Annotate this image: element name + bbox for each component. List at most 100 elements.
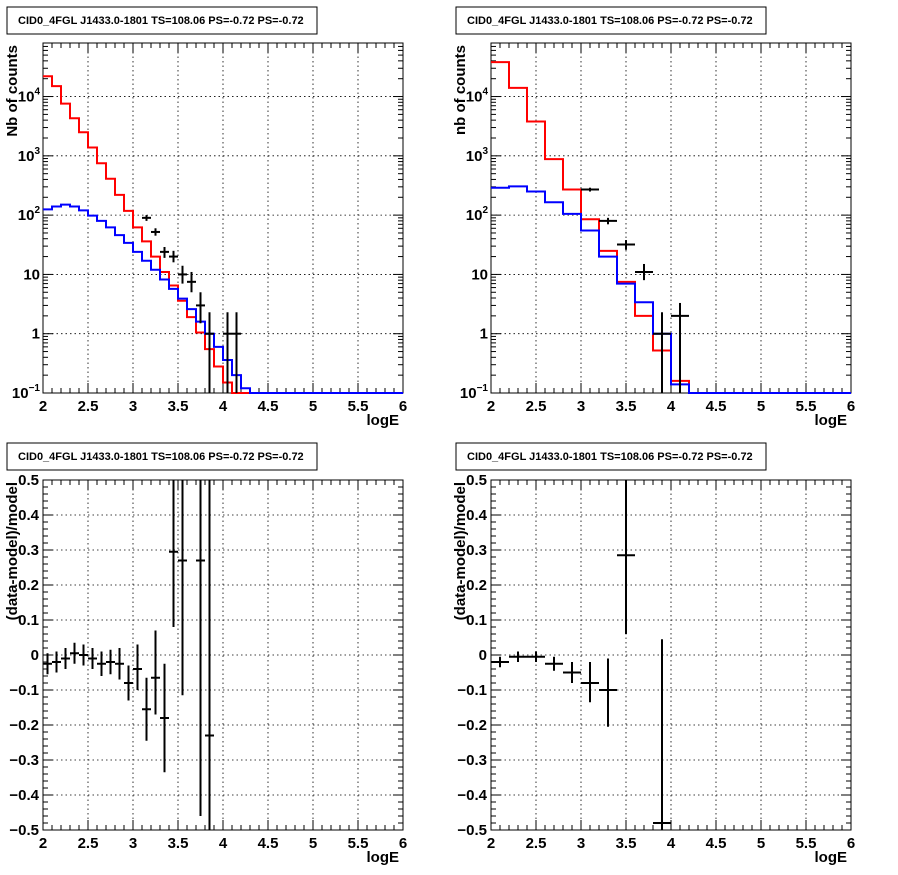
y-tick-label: −0.4 bbox=[457, 787, 487, 804]
residual-point bbox=[491, 656, 509, 668]
data-point bbox=[599, 217, 617, 225]
x-tick-label: 3 bbox=[577, 835, 585, 852]
data-series bbox=[491, 480, 671, 830]
y-axis-label: nb of counts bbox=[452, 45, 469, 135]
residual-point bbox=[563, 662, 581, 683]
y-tick-mantissa: 10 bbox=[460, 385, 477, 402]
x-tick-label: 3 bbox=[577, 398, 585, 415]
y-axis: −0.5 −0.4 −0.3 −0.2 −0.1 0 0.1 0.2 0.3 0.4 0.5(dat… bbox=[452, 472, 851, 839]
residual-point bbox=[124, 665, 133, 701]
y-tick-label: −0.2 bbox=[9, 717, 39, 734]
x-tick-label: 2 bbox=[39, 398, 47, 415]
y-tick-mantissa: 10 bbox=[466, 207, 483, 224]
y-tick-mantissa: 10 bbox=[466, 148, 483, 165]
residual-point bbox=[79, 644, 88, 666]
y-tick-label: 102 bbox=[466, 205, 489, 224]
grid bbox=[491, 480, 851, 830]
x-tick-label: 5.5 bbox=[348, 398, 369, 415]
x-tick-label: 2.5 bbox=[526, 835, 547, 852]
data-point bbox=[223, 312, 232, 393]
x-axis-label: logE bbox=[367, 849, 400, 866]
data-point bbox=[196, 292, 205, 324]
data-point bbox=[151, 228, 160, 236]
y-tick-label: 0.4 bbox=[466, 507, 488, 524]
data-point bbox=[635, 263, 653, 281]
x-tick-label: 3 bbox=[129, 835, 137, 852]
y-tick-label: −0.3 bbox=[9, 752, 39, 769]
y-tick-label: 0.2 bbox=[466, 577, 487, 594]
data-point bbox=[232, 312, 241, 393]
y-tick-label: 0.3 bbox=[18, 542, 39, 559]
model-background-histogram bbox=[491, 185, 851, 394]
y-tick-label: −0.5 bbox=[9, 822, 39, 839]
y-tick-label: −0.3 bbox=[457, 752, 487, 769]
y-axis-label: Nb of counts bbox=[4, 45, 21, 137]
x-tick-label: 2 bbox=[39, 835, 47, 852]
y-tick-label: 10 bbox=[471, 266, 488, 283]
y-tick-label: 1 bbox=[480, 326, 488, 343]
x-tick-label: 4.5 bbox=[706, 398, 727, 415]
y-tick-exponent: 3 bbox=[34, 146, 40, 157]
panel-bottom-right: CID0_4FGL J1433.0-1801 TS=108.06 PS=-0.7… bbox=[452, 442, 855, 866]
residual-point bbox=[43, 653, 52, 675]
residual-point bbox=[160, 663, 169, 773]
y-tick-mantissa: 10 bbox=[18, 89, 35, 106]
residual-point bbox=[151, 630, 160, 715]
data-point bbox=[187, 271, 196, 293]
data-point bbox=[581, 187, 599, 192]
title-box bbox=[455, 6, 767, 35]
x-tick-label: 2.5 bbox=[78, 398, 99, 415]
panel-top-left: CID0_4FGL J1433.0-1801 TS=108.06 PS=-0.7… bbox=[4, 6, 407, 429]
x-tick-label: 5 bbox=[757, 398, 765, 415]
x-tick-label: 3.5 bbox=[168, 835, 189, 852]
x-tick-label: 4 bbox=[219, 398, 228, 415]
x-axis-label: logE bbox=[815, 412, 848, 429]
data-point bbox=[617, 240, 635, 250]
residual-point bbox=[599, 658, 617, 727]
y-tick-label: 0.2 bbox=[18, 577, 39, 594]
y-tick-exponent: 4 bbox=[482, 87, 488, 98]
y-tick-label: −0.2 bbox=[457, 717, 487, 734]
y-tick-label: 104 bbox=[466, 87, 489, 106]
y-tick-exponent: 2 bbox=[34, 205, 40, 216]
residual-point bbox=[653, 639, 671, 830]
x-axis-label: logE bbox=[367, 412, 400, 429]
data-point bbox=[205, 312, 214, 393]
model-background-histogram bbox=[43, 203, 403, 394]
chart-title: CID0_4FGL J1433.0-1801 TS=108.06 PS=-0.7… bbox=[18, 15, 304, 27]
x-axis-label: logE bbox=[815, 849, 848, 866]
residual-point bbox=[97, 651, 106, 676]
x-tick-label: 4 bbox=[219, 835, 228, 852]
residual-point bbox=[205, 480, 214, 830]
residual-point bbox=[52, 651, 61, 673]
y-tick-label: 1 bbox=[32, 326, 40, 343]
x-tick-label: 3.5 bbox=[616, 398, 637, 415]
y-tick-label: 103 bbox=[466, 146, 489, 165]
residual-point bbox=[115, 648, 124, 680]
data-series bbox=[491, 61, 851, 394]
residual-point bbox=[196, 480, 205, 816]
residual-point bbox=[178, 480, 187, 696]
y-tick-label: 10−1 bbox=[460, 383, 489, 402]
data-point bbox=[671, 302, 689, 393]
y-tick-exponent: −1 bbox=[477, 383, 489, 394]
title-box bbox=[455, 442, 767, 471]
x-tick-label: 3.5 bbox=[168, 398, 189, 415]
y-tick-label: 10 bbox=[23, 266, 40, 283]
residual-point bbox=[142, 677, 151, 741]
x-tick-label: 3.5 bbox=[616, 835, 637, 852]
data-point bbox=[169, 250, 178, 263]
x-tick-label: 5.5 bbox=[796, 835, 817, 852]
y-tick-mantissa: 10 bbox=[18, 148, 35, 165]
grid bbox=[43, 480, 403, 830]
y-axis-label: (data-model)/model bbox=[452, 482, 469, 620]
x-tick-label: 4.5 bbox=[706, 835, 727, 852]
residual-point bbox=[545, 656, 563, 671]
chart-title: CID0_4FGL J1433.0-1801 TS=108.06 PS=-0.7… bbox=[467, 15, 753, 27]
y-tick-exponent: −1 bbox=[29, 383, 41, 394]
panel-top-right: CID0_4FGL J1433.0-1801 TS=108.06 PS=-0.7… bbox=[452, 6, 855, 429]
